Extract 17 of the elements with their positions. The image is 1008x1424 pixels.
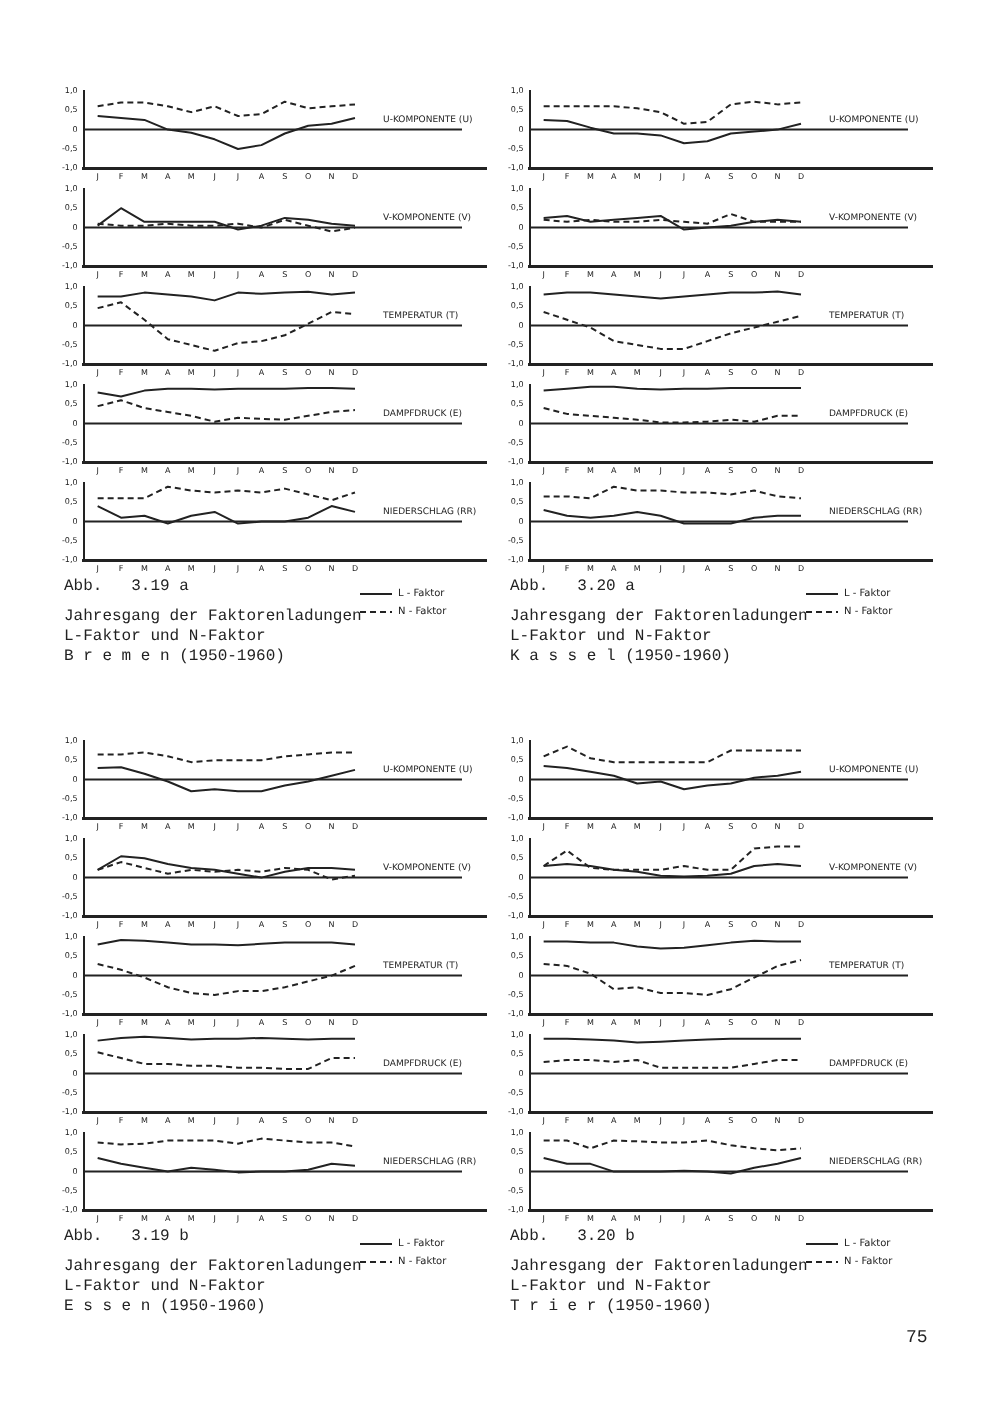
caption: Abb. 3.20 b [510, 1228, 637, 1248]
caption: Abb. 3.19 a [64, 578, 191, 598]
text: E s s e n (1950-1960) [64, 1298, 268, 1318]
text: Jahresgang der Faktorenladungen [64, 1258, 362, 1278]
caption: Abb. 3.20 a [510, 578, 637, 598]
text: 75 [906, 1328, 928, 1348]
text: K a s s e l (1950-1960) [510, 648, 733, 668]
text: L-Faktor und N-Faktor [64, 628, 268, 648]
text: L-Faktor und N-Faktor [510, 1278, 714, 1298]
text: Jahresgang der Faktorenladungen [64, 608, 362, 628]
text: Jahresgang der Faktorenladungen [510, 1258, 808, 1278]
text: L-Faktor und N-Faktor [510, 628, 714, 648]
text: L-Faktor und N-Faktor [64, 1278, 268, 1298]
text: T r i e r (1950-1960) [510, 1298, 714, 1318]
text: B r e m e n (1950-1960) [64, 648, 287, 668]
text: Jahresgang der Faktorenladungen [510, 608, 808, 628]
caption: Abb. 3.19 b [64, 1228, 191, 1248]
